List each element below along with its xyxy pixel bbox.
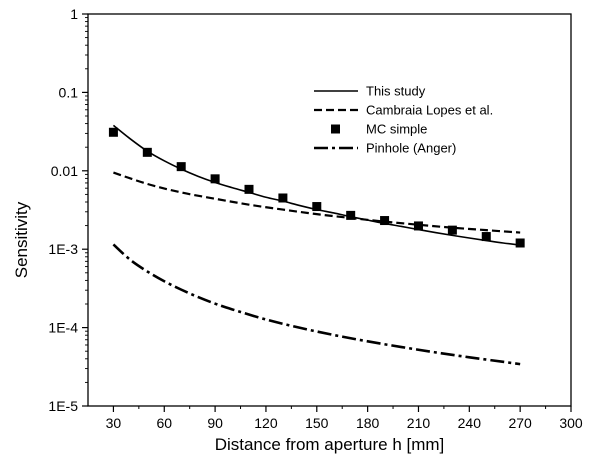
x-tick-label: 210 <box>407 415 431 431</box>
legend-label-this-study: This study <box>366 84 426 99</box>
y-tick-label: 1 <box>70 6 78 22</box>
y-axis-title: Sensitivity <box>12 201 31 278</box>
legend-label-mc-simple: MC simple <box>366 122 427 137</box>
x-tick-label: 150 <box>305 415 329 431</box>
series-layer <box>108 124 525 366</box>
data-point-mc-simple <box>413 221 423 231</box>
data-point-mc-simple <box>515 238 525 248</box>
series-line-cambraia-lopes-et-al <box>113 171 521 234</box>
x-tick-label: 270 <box>508 415 532 431</box>
y-tick-label: 1E-3 <box>48 241 78 257</box>
y-tick-label: 1E-4 <box>48 320 78 336</box>
data-point-mc-simple <box>210 174 220 184</box>
x-tick-label: 180 <box>356 415 380 431</box>
x-axis-ticks: 30 60 90 120 150 180 210 240 270 300 <box>106 406 583 431</box>
x-tick-label: 30 <box>106 415 122 431</box>
y-tick-label: 0.1 <box>59 84 79 100</box>
legend: This study Cambraia Lopes et al. MC simple… <box>314 84 493 156</box>
data-point-mc-simple <box>176 162 186 172</box>
x-tick-label: 120 <box>254 415 278 431</box>
data-point-mc-simple <box>278 193 288 203</box>
x-axis-title: Distance from aperture h [mm] <box>215 435 445 454</box>
data-point-mc-simple <box>481 232 491 242</box>
data-point-mc-simple <box>447 225 457 235</box>
plot-frame <box>87 13 572 407</box>
y-tick-label: 1E-5 <box>48 398 78 414</box>
legend-label-pinhole-anger: Pinhole (Anger) <box>366 141 456 156</box>
data-point-mc-simple <box>312 202 322 212</box>
y-tick-label: 0.01 <box>51 163 78 179</box>
legend-marker-mc-simple <box>331 124 340 134</box>
x-tick-label: 60 <box>156 415 172 431</box>
data-point-mc-simple <box>346 210 356 220</box>
y-axis-ticks: 1E-5 1E-4 1E-3 0.01 0.1 1 <box>48 6 88 414</box>
x-tick-label: 90 <box>207 415 223 431</box>
series-line-pinhole-anger <box>112 243 521 366</box>
x-tick-label: 240 <box>458 415 482 431</box>
data-point-mc-simple <box>108 127 118 137</box>
data-point-mc-simple <box>380 216 390 226</box>
data-point-mc-simple <box>244 184 254 194</box>
x-tick-label: 300 <box>559 415 583 431</box>
legend-label-cambraia-lopes-et-al: Cambraia Lopes et al. <box>366 103 493 118</box>
data-point-mc-simple <box>142 147 152 157</box>
series-line-this-study <box>112 124 521 246</box>
